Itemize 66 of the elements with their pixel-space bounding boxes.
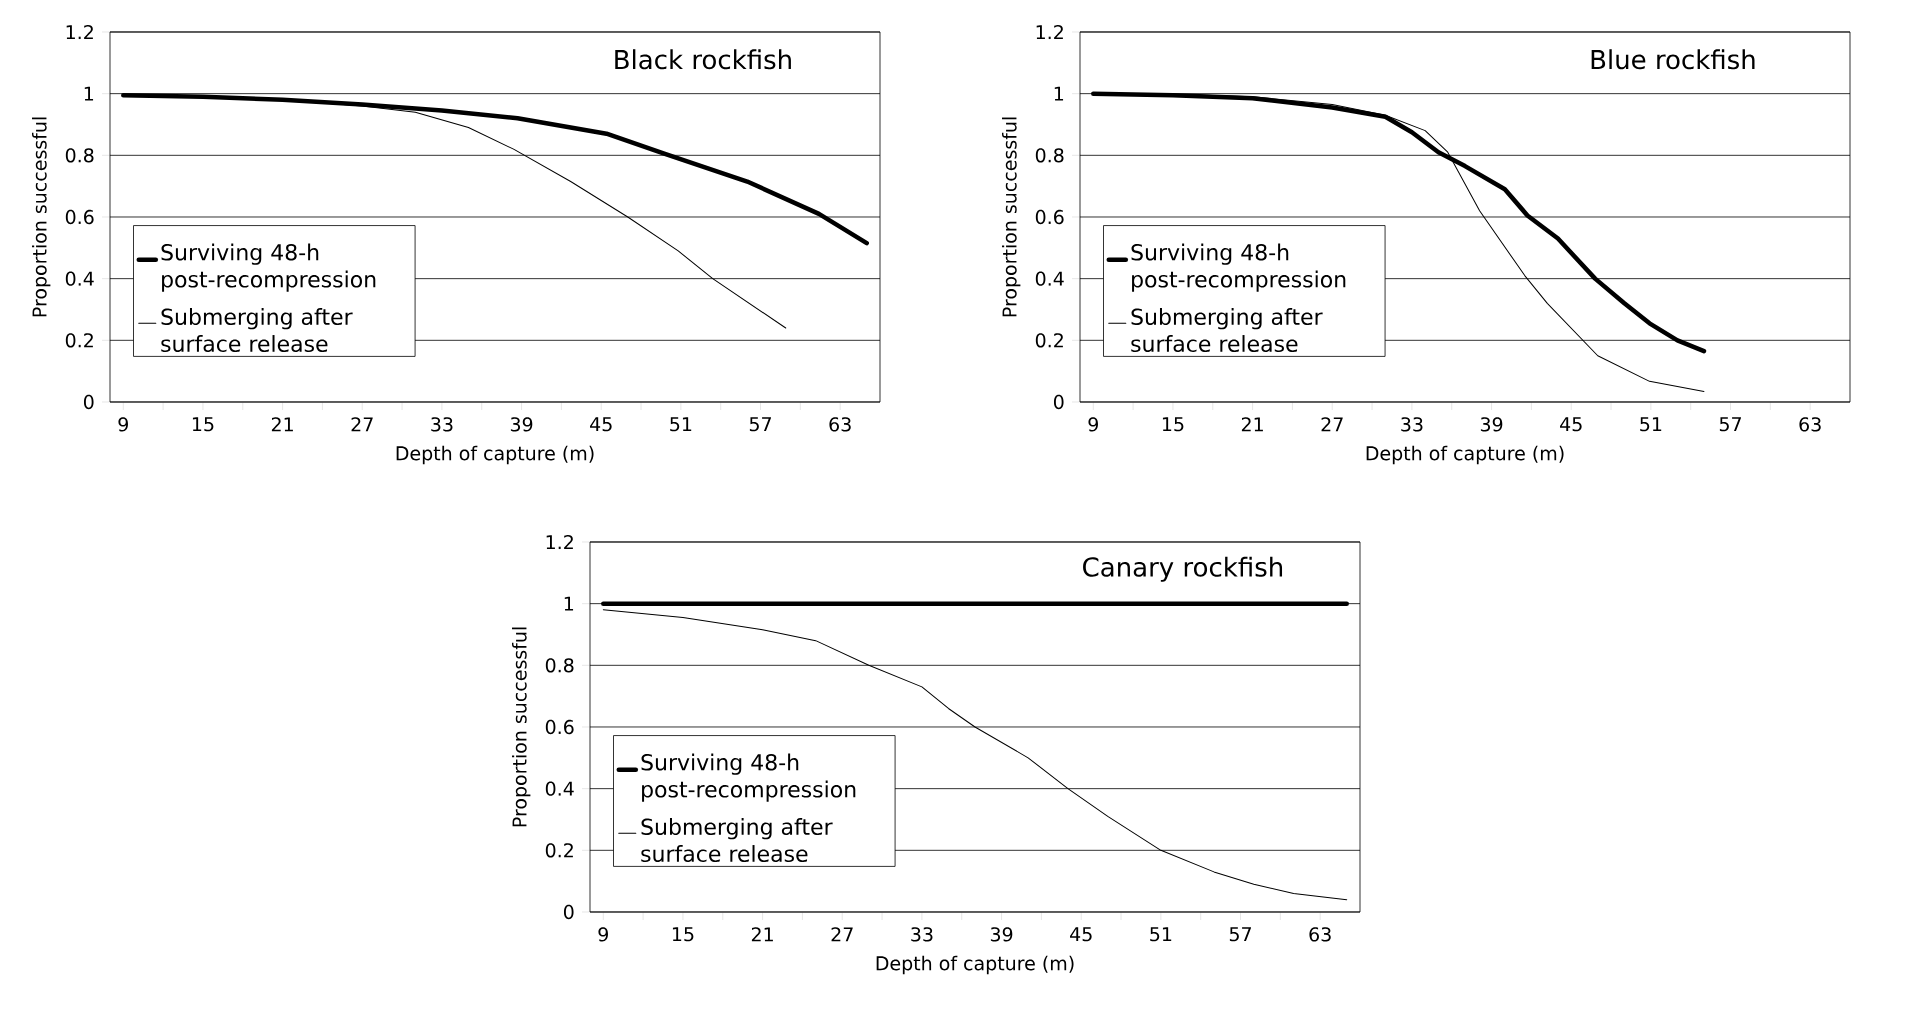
x-tick-label: 45: [590, 417, 612, 432]
text: Canary rockfish: [1083, 556, 1283, 582]
x-tick-label: 27: [351, 417, 373, 432]
y-tick-label: 1: [1054, 86, 1064, 101]
x-tick-label: 9: [1088, 417, 1098, 432]
x-tick-label: 57: [749, 417, 771, 432]
x-tick-label: 39: [990, 927, 1013, 942]
legend-label: Submerging after surface release: [1131, 308, 1323, 353]
x-axis-title: Depth of capture (m): [876, 955, 1074, 975]
y-tick-label: 0.8: [65, 148, 94, 163]
x-tick-label: 39: [1480, 417, 1503, 432]
y-tick-label: 0.6: [1035, 209, 1064, 225]
y-tick-label: 1.2: [546, 534, 573, 550]
x-tick-label: 63: [1799, 417, 1821, 432]
x-tick-label: 57: [1719, 417, 1741, 432]
x-tick-label: 15: [192, 417, 214, 432]
text: Blue rockfish: [1591, 49, 1755, 70]
y-axis-title: Proportion successful: [512, 627, 531, 827]
x-tick-label: 33: [911, 927, 933, 942]
x-tick-label: 51: [670, 417, 692, 432]
y-tick-label: 1: [564, 596, 574, 611]
x-axis-title: Depth of capture (m): [396, 445, 594, 465]
x-tick-label: 39: [510, 417, 533, 432]
y-tick-label: 0.4: [65, 271, 94, 286]
x-tick-label: 57: [1229, 927, 1251, 942]
y-tick-label: 0.6: [545, 719, 574, 735]
y-tick-label: 0: [83, 394, 94, 410]
y-tick-label: 0: [563, 904, 574, 920]
legend-label: Surviving 48-h post-recompression: [641, 753, 856, 802]
x-axis-title: Depth of capture (m): [1366, 445, 1564, 465]
x-tick-label: 21: [751, 927, 773, 942]
text: Black rockfish: [615, 49, 791, 70]
x-tick-label: 63: [1309, 927, 1331, 942]
y-tick-label: 0.4: [545, 781, 574, 796]
x-tick-label: 15: [1162, 417, 1184, 432]
y-tick-label: 1.2: [1036, 24, 1063, 40]
x-tick-label: 21: [1241, 417, 1263, 432]
x-tick-label: 9: [598, 927, 608, 942]
legend-label: Surviving 48-h post-recompression: [1131, 243, 1346, 292]
x-tick-label: 15: [672, 927, 694, 942]
x-tick-label: 45: [1560, 417, 1582, 432]
x-tick-label: 51: [1640, 417, 1662, 432]
x-tick-label: 51: [1150, 927, 1172, 942]
x-tick-label: 33: [431, 417, 453, 432]
x-tick-label: 27: [831, 927, 853, 942]
x-tick-label: 9: [118, 417, 128, 432]
y-tick-label: 0.8: [545, 658, 574, 673]
y-tick-label: 0: [1053, 394, 1064, 410]
y-axis-title: Proportion successful: [1002, 117, 1021, 317]
x-tick-label: 27: [1321, 417, 1343, 432]
y-tick-label: 1.2: [66, 24, 93, 40]
y-tick-label: 0.2: [65, 333, 93, 348]
x-tick-label: 33: [1401, 417, 1423, 432]
y-axis-title: Proportion successful: [32, 117, 51, 317]
y-tick-label: 0.4: [1035, 271, 1064, 286]
legend-label: Surviving 48-h post-recompression: [161, 243, 376, 292]
legend-label: Submerging after surface release: [641, 818, 833, 863]
y-tick-label: 0.2: [545, 843, 573, 858]
x-tick-label: 63: [829, 417, 851, 432]
y-tick-label: 0.2: [1035, 333, 1063, 348]
y-tick-label: 0.8: [1035, 148, 1064, 163]
y-tick-label: 1: [84, 86, 94, 101]
legend-label: Submerging after surface release: [161, 308, 353, 353]
x-tick-label: 21: [271, 417, 293, 432]
y-tick-label: 0.6: [65, 209, 94, 225]
x-tick-label: 45: [1070, 927, 1092, 942]
